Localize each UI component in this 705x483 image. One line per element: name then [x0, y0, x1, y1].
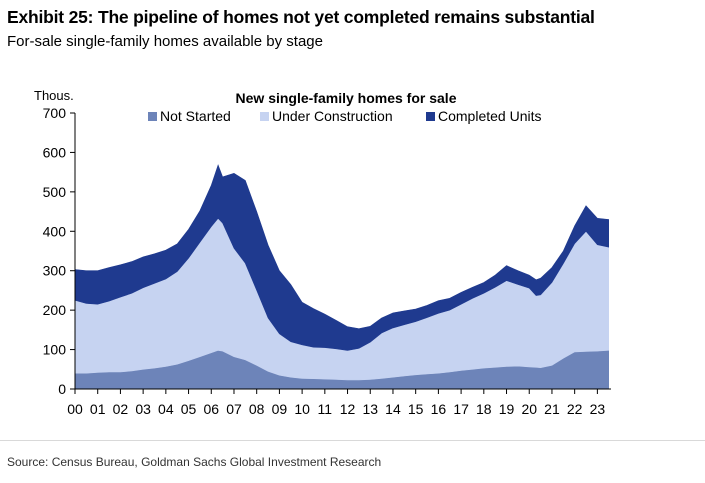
x-tick-label: 05 — [181, 401, 197, 417]
footer-divider — [0, 440, 705, 441]
x-tick-label: 15 — [408, 401, 424, 417]
x-tick-label: 20 — [521, 401, 537, 417]
x-tick-label: 07 — [226, 401, 242, 417]
y-tick-label: 100 — [43, 342, 67, 358]
x-tick-label: 19 — [499, 401, 515, 417]
source-note: Source: Census Bureau, Goldman Sachs Glo… — [7, 455, 382, 469]
x-tick-label: 23 — [590, 401, 606, 417]
x-tick-label: 01 — [90, 401, 106, 417]
x-axis: 00 01 02 03 04 05 06 07 08 09 10 11 12 13 14 15 16 17 18 19… — [67, 388, 611, 417]
x-tick-label: 12 — [340, 401, 356, 417]
legend: Not Started Under Construction Completed U… — [148, 108, 542, 124]
x-tick-label: 06 — [203, 401, 219, 417]
y-tick-label: 300 — [43, 263, 67, 279]
legend-label-under-construction: Under Construction — [272, 108, 393, 124]
y-tick-label: 400 — [43, 223, 67, 239]
x-tick-label: 14 — [385, 401, 401, 417]
plot-areas — [74, 164, 609, 390]
legend-label-completed-units: Completed Units — [438, 108, 542, 124]
exhibit-subtitle: For-sale single-family homes available b… — [7, 33, 323, 50]
x-tick-label: 11 — [318, 401, 333, 417]
x-tick-label: 21 — [544, 401, 560, 417]
legend-swatch-not-started — [148, 112, 157, 121]
area-under-construction — [74, 217, 609, 381]
y-tick-label: 0 — [58, 381, 66, 397]
legend-swatch-under-construction — [260, 112, 269, 121]
y-tick-label: 600 — [43, 144, 67, 160]
exhibit-title: Exhibit 25: The pipeline of homes not ye… — [7, 7, 595, 27]
y-tick-label: 700 — [43, 105, 67, 121]
y-tick-label: 500 — [43, 184, 67, 200]
x-tick-label: 18 — [476, 401, 492, 417]
y-axis: 0 100 200 300 400 500 600 700 — [43, 105, 76, 397]
x-tick-label: 09 — [272, 401, 288, 417]
x-tick-label: 17 — [453, 401, 469, 417]
x-tick-label: 02 — [113, 401, 129, 417]
x-tick-label: 08 — [249, 401, 265, 417]
x-tick-label: 22 — [567, 401, 583, 417]
x-tick-label: 10 — [294, 401, 310, 417]
x-tick-label: 13 — [362, 401, 378, 417]
legend-swatch-completed-units — [426, 112, 435, 121]
y-axis-unit-label: Thous. — [34, 88, 74, 103]
x-tick-label: 03 — [135, 401, 151, 417]
area-completed-units — [74, 164, 609, 351]
x-tick-label: 16 — [431, 401, 447, 417]
x-tick-label: 04 — [158, 401, 174, 417]
x-tick-label: 00 — [67, 401, 83, 417]
chart-title: New single-family homes for sale — [236, 90, 457, 106]
y-tick-label: 200 — [43, 302, 67, 318]
legend-label-not-started: Not Started — [160, 108, 231, 124]
